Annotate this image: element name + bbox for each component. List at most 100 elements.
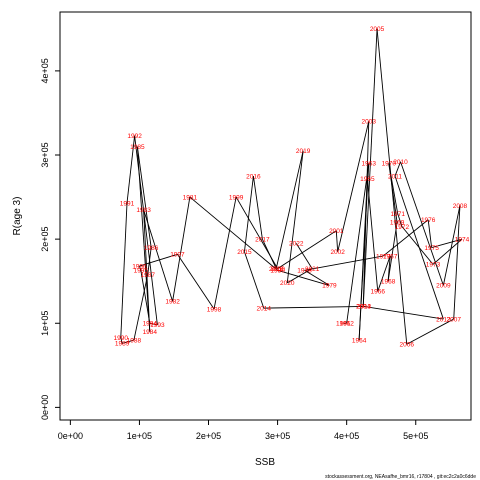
trajectory-segment (304, 255, 384, 271)
trajectory-segment (442, 205, 461, 286)
year-label: 1974 (455, 236, 470, 243)
trajectory-segment (377, 255, 391, 292)
year-label: 1995 (134, 268, 149, 275)
trajectory-segment (363, 305, 444, 320)
trajectory-segment (120, 337, 123, 344)
x-tick-label: 4e+05 (334, 431, 359, 441)
year-label: 2005 (370, 26, 385, 33)
year-label: 2012 (436, 316, 451, 323)
trajectory-segment (382, 219, 429, 257)
year-label: 1999 (229, 194, 244, 201)
year-label: 1994 (143, 321, 158, 328)
trajectory-segment (394, 161, 401, 177)
year-label: 2014 (257, 305, 272, 312)
year-label: 1977 (376, 253, 391, 260)
year-label: 2002 (330, 249, 345, 256)
year-label: 2018 (269, 266, 284, 273)
trajectory-segment (172, 196, 191, 302)
trajectory-segment (387, 222, 398, 282)
year-label: 2021 (305, 266, 320, 273)
trajectory-segment (275, 150, 304, 269)
trajectory-segment (189, 196, 278, 271)
trajectory-segment (431, 238, 463, 248)
year-label: 1980 (270, 268, 285, 275)
year-label: 2017 (255, 236, 270, 243)
x-tick-label: 1e+05 (127, 431, 152, 441)
year-label: 2001 (329, 228, 344, 235)
year-label: 2016 (246, 173, 261, 180)
trajectory-segment (134, 135, 158, 325)
footer-source: stockassessment.org, NEAsafhe_bmr16, r17… (325, 474, 476, 480)
trajectory-segment (126, 135, 136, 204)
year-label: 1979 (322, 283, 337, 290)
year-label: 1962 (339, 321, 354, 328)
trajectory-segment (122, 339, 135, 344)
sr-trajectory (120, 28, 463, 345)
year-label: 1976 (421, 217, 436, 224)
year-label: 2003 (362, 119, 377, 126)
year-label: 1983 (136, 207, 151, 214)
year-label: 2013 (357, 304, 372, 311)
year-label: 1991 (120, 200, 135, 207)
trajectory-segment (287, 268, 313, 284)
trajectory-segment (140, 270, 151, 324)
trajectory-segment (277, 269, 330, 286)
x-tick-label: 3e+05 (265, 431, 290, 441)
year-label: 1978 (297, 268, 312, 275)
trajectory-segment (139, 265, 142, 271)
year-label: 2006 (400, 342, 415, 349)
year-label: 2011 (388, 173, 402, 180)
year-label: 2019 (296, 148, 311, 155)
year-label: 1989 (115, 341, 130, 348)
x-tick-label: 2e+05 (196, 431, 221, 441)
year-label: 1993 (150, 322, 165, 329)
trajectory-segment (362, 121, 370, 307)
trajectory-segment (335, 230, 339, 252)
y-tick-label: 3e+05 (40, 142, 50, 167)
trajectory-segment (177, 254, 215, 310)
trajectory-segment (136, 146, 152, 248)
year-label: 1990 (114, 335, 129, 342)
trajectory-segment (244, 251, 265, 309)
year-label: 1965 (360, 176, 375, 183)
x-axis-title: SSB (255, 457, 275, 468)
trajectory-segment (397, 213, 403, 227)
year-label: 2007 (446, 316, 461, 323)
trajectory-segment (432, 238, 463, 265)
y-axis-title: R(age 3) (12, 197, 23, 236)
year-label: 1963 (362, 161, 377, 168)
year-label: 1997 (170, 252, 185, 259)
year-label: 1967 (383, 253, 398, 260)
year-label: 1973 (426, 262, 441, 269)
year-label: 2008 (453, 203, 468, 210)
trajectory-segment (400, 161, 444, 286)
year-label: 1961 (336, 321, 351, 328)
year-label: 1966 (371, 289, 386, 296)
year-label: 1996 (132, 263, 147, 270)
year-label: 2004 (356, 304, 371, 311)
trajectory-segment (252, 175, 263, 240)
trajectory-segment (453, 205, 461, 320)
x-tick-label: 0e+00 (58, 431, 83, 441)
y-tick-label: 2e+05 (40, 226, 50, 251)
trajectory-segment (394, 175, 444, 320)
plot-frame (59, 11, 472, 421)
trajectory-segment (277, 230, 337, 269)
year-label: 1998 (207, 306, 222, 313)
trajectory-segment (263, 305, 364, 309)
year-label: 1987 (140, 272, 155, 279)
y-tick-label: 0e+00 (40, 395, 50, 420)
year-label: 1992 (127, 133, 142, 140)
trajectory-segment (286, 150, 304, 283)
year-label: 1988 (127, 337, 142, 344)
trajectory-segment (406, 318, 454, 345)
year-label: 1971 (391, 211, 406, 218)
year-label: 1968 (381, 278, 396, 285)
trajectory-segment (346, 163, 370, 324)
year-label: 2022 (289, 241, 304, 248)
trajectory-segment (401, 226, 434, 265)
year-label: 1972 (395, 224, 410, 231)
trajectory-segment (133, 274, 149, 341)
year-label: 1981 (183, 194, 198, 201)
